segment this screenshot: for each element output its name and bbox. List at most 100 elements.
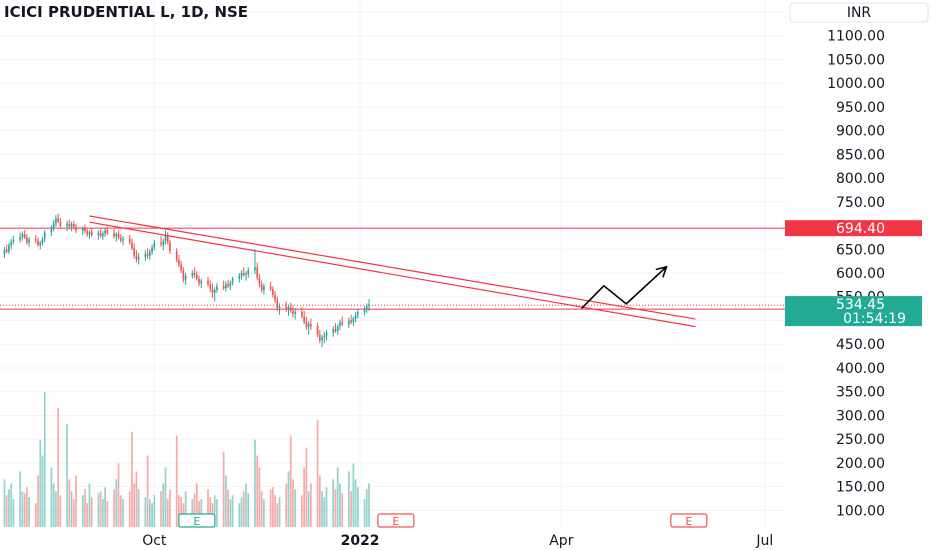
- candle[interactable]: [153, 242, 156, 248]
- candle[interactable]: [278, 306, 281, 309]
- trendline[interactable]: [89, 215, 696, 320]
- candle[interactable]: [178, 259, 180, 265]
- candle[interactable]: [341, 322, 344, 325]
- candle[interactable]: [3, 250, 6, 255]
- candle[interactable]: [316, 326, 319, 335]
- candle[interactable]: [209, 284, 212, 290]
- candle[interactable]: [193, 272, 196, 275]
- candle[interactable]: [348, 320, 350, 325]
- candle[interactable]: [222, 286, 225, 289]
- candle[interactable]: [301, 311, 303, 317]
- candle[interactable]: [149, 251, 151, 256]
- horizontal-lines[interactable]: [0, 227, 785, 310]
- candle[interactable]: [88, 232, 91, 235]
- candle[interactable]: [133, 248, 136, 256]
- candle[interactable]: [303, 316, 305, 323]
- candle[interactable]: [81, 228, 84, 231]
- candle[interactable]: [184, 275, 187, 280]
- candle[interactable]: [70, 224, 73, 227]
- candle[interactable]: [269, 286, 272, 290]
- candle[interactable]: [254, 267, 256, 271]
- candle[interactable]: [19, 236, 21, 240]
- trendlines[interactable]: [89, 215, 696, 328]
- candle[interactable]: [180, 264, 182, 271]
- candles[interactable]: [3, 213, 370, 348]
- candle[interactable]: [162, 240, 165, 245]
- candle[interactable]: [182, 270, 185, 280]
- earnings-marker[interactable]: E: [178, 513, 216, 528]
- candle[interactable]: [263, 286, 265, 291]
- candle[interactable]: [260, 284, 263, 291]
- candle[interactable]: [274, 294, 276, 301]
- candle[interactable]: [84, 228, 86, 232]
- candle[interactable]: [365, 306, 368, 310]
- candle[interactable]: [122, 238, 124, 241]
- candle[interactable]: [106, 230, 109, 234]
- candle[interactable]: [229, 282, 232, 287]
- candle[interactable]: [247, 270, 250, 274]
- candle[interactable]: [41, 238, 44, 243]
- candle[interactable]: [272, 289, 274, 295]
- projection-path[interactable]: [580, 266, 668, 310]
- candle[interactable]: [276, 300, 279, 309]
- candle[interactable]: [164, 235, 167, 241]
- candle[interactable]: [25, 237, 28, 243]
- candle[interactable]: [352, 318, 355, 323]
- candle[interactable]: [242, 272, 245, 275]
- candle[interactable]: [292, 310, 294, 314]
- candle[interactable]: [117, 234, 120, 238]
- candle[interactable]: [200, 280, 203, 284]
- candle[interactable]: [240, 272, 243, 276]
- candle[interactable]: [72, 224, 75, 227]
- candle[interactable]: [368, 304, 370, 307]
- candle[interactable]: [339, 322, 341, 327]
- candle[interactable]: [90, 232, 93, 236]
- currency-label[interactable]: INR: [847, 5, 872, 21]
- candle[interactable]: [207, 280, 209, 285]
- candle[interactable]: [86, 231, 89, 235]
- candle[interactable]: [310, 324, 312, 327]
- candle[interactable]: [198, 278, 200, 284]
- candle[interactable]: [287, 307, 290, 310]
- candle[interactable]: [66, 223, 68, 226]
- candle[interactable]: [50, 227, 53, 233]
- candle[interactable]: [128, 238, 131, 243]
- candle[interactable]: [137, 256, 140, 260]
- candle[interactable]: [68, 223, 71, 227]
- candle[interactable]: [334, 329, 337, 331]
- candle[interactable]: [169, 242, 171, 252]
- trendline[interactable]: [89, 221, 696, 328]
- candle[interactable]: [102, 233, 104, 236]
- candle[interactable]: [151, 247, 153, 252]
- candle[interactable]: [75, 226, 77, 231]
- candle[interactable]: [55, 218, 57, 224]
- candle[interactable]: [216, 286, 218, 291]
- candle[interactable]: [225, 284, 227, 289]
- candle[interactable]: [323, 335, 326, 338]
- candle[interactable]: [160, 242, 162, 245]
- candle[interactable]: [57, 218, 59, 222]
- candle[interactable]: [350, 320, 352, 323]
- candle[interactable]: [10, 241, 13, 246]
- candle[interactable]: [23, 234, 26, 238]
- candle[interactable]: [354, 314, 357, 319]
- candle[interactable]: [238, 275, 241, 279]
- candle[interactable]: [97, 233, 100, 236]
- candle[interactable]: [191, 272, 194, 276]
- candle[interactable]: [336, 326, 339, 331]
- earnings-marker[interactable]: E: [670, 513, 708, 528]
- candle[interactable]: [318, 334, 321, 341]
- candle[interactable]: [227, 284, 229, 287]
- candle[interactable]: [166, 235, 169, 243]
- candle[interactable]: [8, 245, 10, 252]
- candle[interactable]: [258, 277, 261, 285]
- candle[interactable]: [104, 230, 106, 234]
- candle[interactable]: [59, 221, 62, 226]
- candle[interactable]: [213, 290, 216, 293]
- candle[interactable]: [99, 233, 102, 236]
- candle[interactable]: [21, 234, 24, 237]
- time-axis[interactable]: Oct 2022 Apr Jul: [142, 533, 773, 549]
- candle[interactable]: [285, 306, 288, 310]
